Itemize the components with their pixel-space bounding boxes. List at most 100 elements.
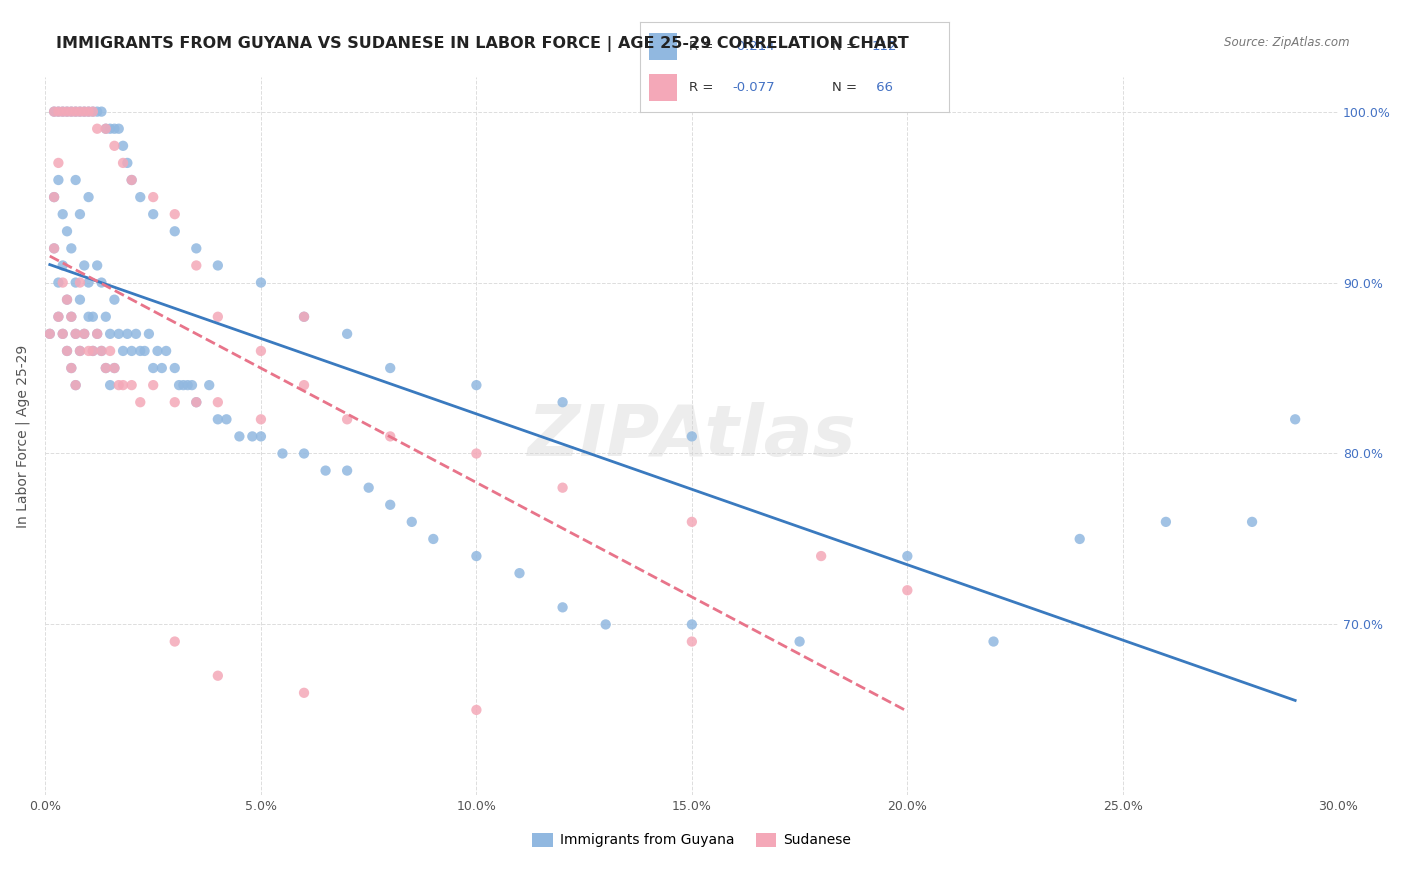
Point	[380, 498, 402, 512]
Point	[77, 190, 100, 204]
Point	[292, 310, 315, 324]
Text: ZIPAtlas: ZIPAtlas	[527, 402, 856, 471]
Point	[38, 326, 60, 341]
Point	[983, 634, 1005, 648]
Point	[103, 138, 125, 153]
Point	[121, 378, 143, 392]
Point	[422, 532, 444, 546]
Point	[336, 326, 359, 341]
Point	[271, 446, 294, 460]
Point	[69, 276, 91, 290]
Point	[681, 429, 703, 443]
Point	[90, 343, 112, 358]
Point	[48, 173, 70, 187]
Text: R =: R =	[689, 40, 718, 53]
Point	[94, 121, 117, 136]
Point	[181, 378, 204, 392]
Point	[56, 343, 79, 358]
Point	[73, 326, 96, 341]
Point	[163, 361, 186, 376]
Point	[150, 361, 173, 376]
Point	[117, 326, 139, 341]
Point	[142, 378, 165, 392]
Point	[73, 259, 96, 273]
Point	[77, 104, 100, 119]
Point	[86, 259, 108, 273]
Point	[69, 104, 91, 119]
Point	[52, 104, 75, 119]
Point	[65, 104, 87, 119]
Point	[94, 121, 117, 136]
Point	[52, 104, 75, 119]
Text: -0.214: -0.214	[733, 40, 775, 53]
Point	[86, 121, 108, 136]
Point	[112, 156, 135, 170]
Point	[207, 259, 229, 273]
Point	[401, 515, 423, 529]
Point	[77, 343, 100, 358]
Point	[86, 104, 108, 119]
Point	[129, 395, 152, 409]
Point	[186, 395, 208, 409]
Point	[250, 429, 273, 443]
Point	[65, 104, 87, 119]
Point	[56, 224, 79, 238]
Point	[250, 412, 273, 426]
Point	[90, 343, 112, 358]
Point	[60, 361, 83, 376]
Point	[60, 310, 83, 324]
Point	[142, 361, 165, 376]
Point	[681, 634, 703, 648]
Point	[82, 104, 104, 119]
Point	[103, 361, 125, 376]
Text: 112: 112	[872, 40, 897, 53]
Point	[107, 121, 129, 136]
Y-axis label: In Labor Force | Age 25-29: In Labor Force | Age 25-29	[15, 345, 30, 528]
Point	[48, 276, 70, 290]
Point	[98, 326, 121, 341]
Point	[77, 276, 100, 290]
Point	[292, 378, 315, 392]
Point	[86, 326, 108, 341]
Point	[90, 104, 112, 119]
Point	[52, 207, 75, 221]
Point	[94, 361, 117, 376]
Point	[336, 412, 359, 426]
Point	[336, 464, 359, 478]
Legend: Immigrants from Guyana, Sudanese: Immigrants from Guyana, Sudanese	[527, 827, 856, 853]
Point	[82, 104, 104, 119]
Point	[121, 173, 143, 187]
Point	[103, 361, 125, 376]
Point	[56, 104, 79, 119]
Point	[82, 343, 104, 358]
Point	[103, 121, 125, 136]
Point	[42, 190, 65, 204]
Point	[681, 617, 703, 632]
Point	[48, 156, 70, 170]
Point	[107, 378, 129, 392]
Point	[82, 343, 104, 358]
Point	[77, 104, 100, 119]
Point	[172, 378, 194, 392]
Point	[129, 343, 152, 358]
Point	[98, 121, 121, 136]
Point	[129, 190, 152, 204]
Point	[1241, 515, 1264, 529]
Point	[112, 138, 135, 153]
Point	[167, 378, 190, 392]
Point	[65, 276, 87, 290]
Point	[69, 207, 91, 221]
Point	[90, 276, 112, 290]
Point	[94, 310, 117, 324]
Point	[56, 104, 79, 119]
FancyBboxPatch shape	[650, 74, 676, 101]
Point	[551, 481, 574, 495]
Point	[595, 617, 617, 632]
Point	[98, 343, 121, 358]
Point	[60, 104, 83, 119]
Point	[65, 326, 87, 341]
Point	[52, 259, 75, 273]
Point	[42, 241, 65, 255]
Point	[207, 395, 229, 409]
Point	[94, 361, 117, 376]
